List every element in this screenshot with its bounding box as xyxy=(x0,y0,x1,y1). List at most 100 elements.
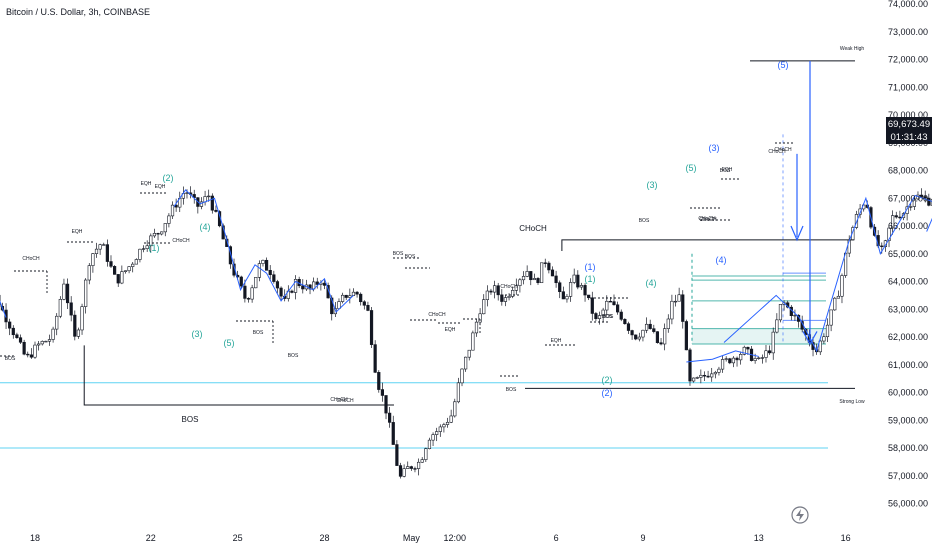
candle xyxy=(471,330,475,351)
wave-label-blue: (1) xyxy=(585,262,596,272)
candle-body xyxy=(532,278,536,281)
candle-body xyxy=(69,302,73,316)
candle xyxy=(702,371,707,382)
candle-body xyxy=(525,271,529,277)
candle-body xyxy=(496,285,500,296)
candle xyxy=(189,186,193,199)
candle-body xyxy=(768,350,772,354)
candle xyxy=(51,326,55,343)
candle xyxy=(637,332,641,342)
candle-body xyxy=(822,336,826,342)
candle-body xyxy=(398,465,403,477)
candle-body xyxy=(377,372,381,390)
price-axis[interactable]: 74,000.00 73,000.00 72,000.00 71,000.00 70,0… xyxy=(888,0,928,509)
candle-body xyxy=(583,285,587,296)
candle-body xyxy=(167,215,171,224)
candle xyxy=(576,270,580,290)
candle-body xyxy=(315,281,319,285)
structure-label: CHoCH xyxy=(698,216,716,222)
candle xyxy=(659,337,663,346)
candle xyxy=(482,294,486,315)
candle xyxy=(384,395,388,420)
candle-body xyxy=(919,194,924,197)
candle-body xyxy=(597,315,602,319)
candle xyxy=(402,464,406,478)
candle-body xyxy=(65,283,70,304)
candle-body xyxy=(330,297,334,315)
candle xyxy=(634,334,638,341)
candle-body xyxy=(909,206,913,208)
candle xyxy=(594,311,598,322)
candle xyxy=(160,231,164,236)
candle-body xyxy=(467,349,471,358)
candle-body xyxy=(123,270,128,272)
candle xyxy=(293,275,298,300)
candle-body xyxy=(58,299,62,317)
candle xyxy=(511,286,515,299)
candle-body xyxy=(152,233,157,237)
candle xyxy=(152,228,157,238)
choch-line xyxy=(561,239,855,251)
candle-body xyxy=(105,244,109,262)
candle xyxy=(540,262,544,284)
candle xyxy=(257,260,261,282)
candle xyxy=(663,323,667,351)
candle-body xyxy=(753,358,757,361)
candle-body xyxy=(37,343,41,346)
candle xyxy=(207,189,211,202)
candle-body xyxy=(80,306,84,331)
candle-body xyxy=(923,196,927,199)
candle-body xyxy=(127,266,131,272)
structure-label: EQH xyxy=(551,338,562,344)
candle-body xyxy=(880,245,884,247)
candle-body xyxy=(94,248,99,254)
candle xyxy=(47,334,52,346)
structure-label: BOS xyxy=(253,330,264,336)
candle-body xyxy=(384,395,388,414)
structure-label: EQH xyxy=(722,167,733,173)
candle-body xyxy=(420,459,424,463)
candle-body xyxy=(40,341,44,345)
candle xyxy=(590,291,594,321)
candle xyxy=(315,277,319,289)
candle-body xyxy=(239,276,243,287)
candle xyxy=(532,273,536,281)
structure-label: EQH xyxy=(72,229,83,235)
candle xyxy=(413,466,417,473)
candle xyxy=(22,339,26,356)
candle-body xyxy=(724,358,728,360)
candle-body xyxy=(500,294,504,302)
candle xyxy=(518,278,522,293)
candle-body xyxy=(681,294,685,322)
candle-body xyxy=(11,327,15,336)
candle-body xyxy=(471,332,475,351)
candle-body xyxy=(366,304,370,311)
candle xyxy=(898,210,902,220)
candle xyxy=(359,292,363,306)
candle xyxy=(474,318,479,337)
price-tick-label: 68,000.00 xyxy=(888,166,928,176)
lightning-icon[interactable] xyxy=(791,506,809,524)
candle-body xyxy=(264,259,269,271)
candle xyxy=(713,370,717,379)
candle xyxy=(688,347,692,386)
candle-body xyxy=(76,329,81,337)
candle-body xyxy=(141,248,146,250)
candle-body xyxy=(833,297,837,311)
wave-label-teal: (2) xyxy=(602,375,613,385)
candle xyxy=(503,295,508,307)
time-tick-label: 25 xyxy=(233,533,243,543)
price-tick-label: 61,000.00 xyxy=(888,360,928,370)
wave-line xyxy=(686,350,759,363)
structure-label: EQH xyxy=(155,184,166,190)
wave-label-teal: (1) xyxy=(585,274,596,284)
candle xyxy=(464,356,468,372)
wave-label-teal: (4) xyxy=(200,222,211,232)
candle-body xyxy=(503,297,508,302)
candle xyxy=(739,351,743,365)
candle xyxy=(616,301,620,315)
candle-body xyxy=(775,319,779,333)
candle-body xyxy=(308,284,312,290)
